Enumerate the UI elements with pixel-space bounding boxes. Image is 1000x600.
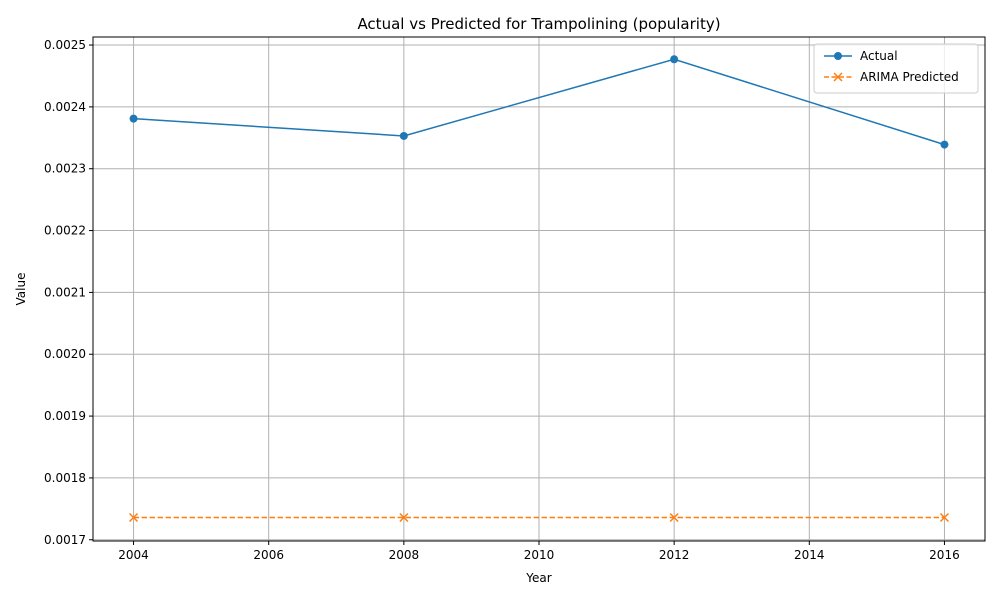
x-tick-label: 2014 — [794, 548, 825, 562]
legend-marker-arima — [833, 72, 843, 82]
x-tick-label: 2016 — [929, 548, 960, 562]
data-point-actual — [940, 140, 949, 149]
data-point-arima — [669, 512, 679, 523]
x-tick-label: 2010 — [524, 548, 555, 562]
legend-marker-actual — [834, 52, 842, 60]
legend-item-actual: Actual — [824, 49, 898, 63]
y-tick-label: 0.0024 — [44, 100, 86, 114]
legend-label-actual: Actual — [860, 49, 898, 63]
legend: Actual ARIMA Predicted — [813, 43, 979, 94]
chart-title: Actual vs Predicted for Trampolining (po… — [357, 15, 720, 33]
x-axis-title: Year — [525, 571, 551, 585]
data-point-arima — [129, 512, 139, 523]
y-tick-label: 0.0020 — [44, 347, 86, 361]
legend-box — [813, 43, 979, 94]
data-point-actual — [670, 55, 679, 64]
axis-ticks: 2004 2006 2008 2010 2012 2014 2016 0.0017 0.0018… — [44, 38, 960, 562]
y-tick-label: 0.0017 — [44, 533, 86, 547]
series-layer — [129, 55, 949, 523]
series-line-actual — [133, 58, 945, 146]
y-tick-label: 0.0022 — [44, 224, 86, 238]
data-point-actual — [399, 131, 408, 140]
data-point-arima — [399, 512, 409, 523]
grid — [93, 37, 985, 541]
x-tick-label: 2012 — [659, 548, 690, 562]
y-tick-label: 0.0019 — [44, 409, 86, 423]
x-tick-label: 2004 — [118, 548, 149, 562]
y-tick-label: 0.0021 — [44, 285, 86, 299]
legend-item-arima: ARIMA Predicted — [824, 70, 959, 84]
y-tick-label: 0.0025 — [44, 38, 86, 52]
y-tick-label: 0.0023 — [44, 162, 86, 176]
y-tick-label: 0.0018 — [44, 471, 86, 485]
x-tick-label: 2008 — [389, 548, 420, 562]
y-axis-title: Value — [14, 273, 28, 306]
data-point-actual — [129, 114, 138, 123]
x-tick-label: 2006 — [253, 548, 284, 562]
legend-label-arima: ARIMA Predicted — [860, 70, 959, 84]
data-point-arima — [939, 512, 949, 523]
